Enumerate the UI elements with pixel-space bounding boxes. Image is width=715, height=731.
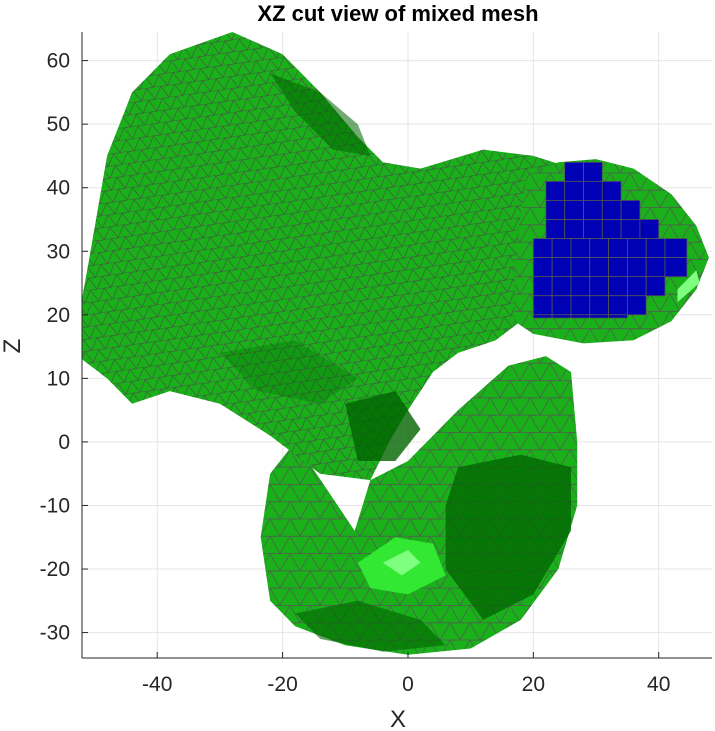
cut-cell (645, 276, 666, 297)
cut-cell (601, 180, 622, 201)
cut-cell (532, 238, 553, 259)
cut-cell (608, 295, 628, 316)
cut-cell (589, 257, 609, 278)
cut-cell (626, 238, 647, 259)
cut-cell (564, 200, 584, 220)
mesh-sphere-shadow (445, 454, 571, 620)
mesh-surface (82, 32, 709, 655)
x-tick-label: 0 (402, 673, 414, 696)
y-tick-label: 0 (58, 431, 70, 454)
cut-cell (626, 295, 647, 316)
cut-cell (532, 314, 553, 319)
cut-cell (583, 219, 603, 239)
y-tick-label: 10 (47, 367, 70, 390)
cut-cell (532, 276, 553, 297)
cut-cell (645, 238, 666, 259)
cut-cell (608, 257, 628, 278)
cut-cell (589, 295, 609, 316)
cut-cell (589, 276, 609, 297)
cut-cell (639, 219, 660, 239)
y-tick-label: -30 (40, 622, 70, 645)
cut-cell (645, 257, 666, 278)
cut-cell (532, 295, 553, 316)
mesh-body-edges (82, 32, 584, 481)
cut-cell (570, 295, 591, 316)
cut-cell (551, 238, 572, 259)
x-tick-label: 20 (522, 673, 545, 696)
cut-cell (608, 238, 628, 259)
cut-cell (564, 219, 584, 239)
cut-cell (626, 276, 647, 297)
cut-cell (545, 180, 566, 201)
y-tick-label: 40 (47, 177, 70, 200)
mesh-body-shadow-low (219, 340, 358, 404)
y-axis-label: Z (0, 339, 26, 354)
cut-cell (551, 276, 572, 297)
cut-cell (551, 295, 572, 316)
x-tick-label: -40 (142, 673, 172, 696)
cut-cell (589, 238, 609, 259)
y-tick-label: -10 (40, 494, 70, 517)
cut-cell (551, 257, 572, 278)
cut-cell (589, 314, 609, 319)
cut-cell (583, 200, 603, 220)
cut-cell (564, 161, 584, 182)
y-tick-label: 60 (47, 50, 70, 73)
x-tick-label: -20 (267, 673, 297, 696)
mesh-cap-highlight (677, 270, 700, 303)
chart-title: XZ cut view of mixed mesh (257, 1, 538, 26)
cut-cell (570, 314, 591, 319)
y-tick-label: 50 (47, 113, 70, 136)
cut-cell (583, 161, 603, 182)
cut-cell (608, 314, 628, 319)
cut-cell (545, 219, 566, 239)
cut-cell (601, 200, 622, 220)
cut-cell (545, 200, 566, 220)
cut-cell (664, 257, 688, 278)
mesh-sphere-highlight (382, 550, 421, 576)
y-tick-label: 30 (47, 240, 70, 263)
cut-cell (570, 257, 591, 278)
y-tick-label: -20 (40, 558, 70, 581)
axes: -40 -20 0 20 40 -30 -20 -10 0 10 20 30 40 50 60 (40, 32, 712, 696)
y-tick-label: 20 (47, 304, 70, 327)
mesh-body-shadow-top (270, 73, 371, 156)
cut-cell (601, 219, 622, 239)
cut-cell (583, 180, 603, 201)
cut-cell (664, 238, 688, 259)
cut-cell (570, 238, 591, 259)
cut-cell (620, 219, 641, 239)
cut-cell (608, 276, 628, 297)
cut-cell (570, 276, 591, 297)
cut-cell (626, 257, 647, 278)
cut-cell (551, 314, 572, 319)
mesh-sphere-bottom-shade (295, 600, 446, 652)
cut-cell (532, 257, 553, 278)
cut-cell (564, 180, 584, 201)
mesh-body-shadow-neck (345, 391, 421, 461)
x-tick-label: 40 (647, 673, 670, 696)
cut-cell (620, 200, 641, 220)
x-axis-label: X (390, 706, 406, 731)
